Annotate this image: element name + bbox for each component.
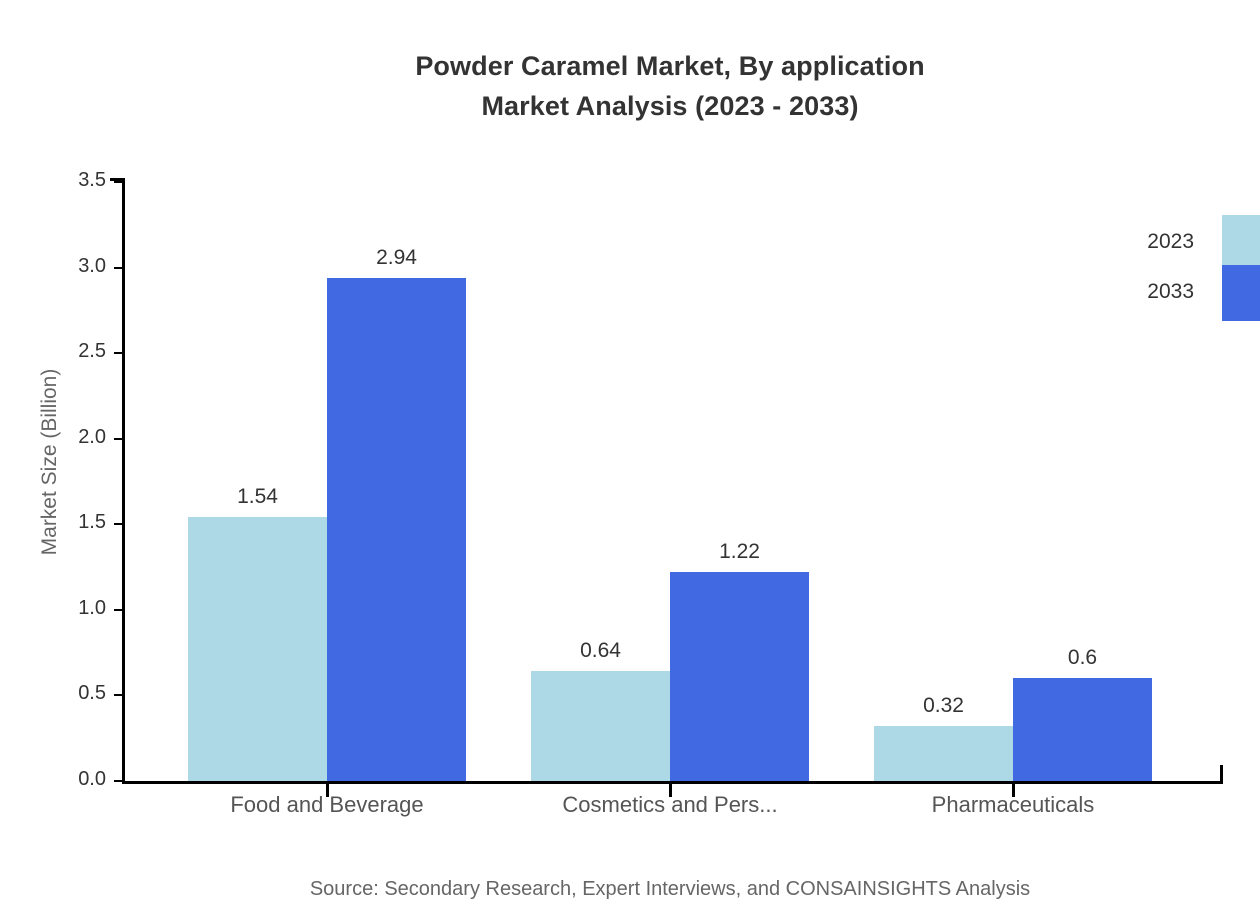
- x-tick-label: Food and Beverage: [230, 792, 424, 817]
- bar-value-label: 0.6: [1067, 646, 1098, 670]
- legend-label-2033: 2033: [1147, 280, 1194, 303]
- bar-2023-3[interactable]: [874, 726, 1013, 781]
- bar-2033-1[interactable]: [327, 277, 466, 781]
- y-tick-label: 2.0: [78, 425, 106, 448]
- y-tick-label: 0.5: [78, 682, 106, 705]
- bar-value-label: 0.64: [580, 639, 621, 663]
- bar-2033-3[interactable]: [1013, 678, 1152, 781]
- legend-label-2023: 2023: [1147, 230, 1194, 253]
- y-axis-line: [122, 181, 125, 784]
- x-axis-end-cap: [1220, 765, 1223, 784]
- bar-2023-2[interactable]: [531, 671, 670, 781]
- bar-value-label: 1.54: [237, 485, 278, 509]
- chart-title-line-2: Market Analysis (2023 - 2033): [481, 91, 859, 121]
- y-axis-label: Market Size (Billion): [38, 368, 61, 556]
- x-axis-line: [122, 781, 1223, 784]
- bar-value-label: 2.94: [376, 245, 417, 269]
- bar-2033-2[interactable]: [670, 572, 809, 781]
- y-tick-mark: [114, 352, 125, 355]
- chart-title-line-1: Powder Caramel Market, By application: [415, 51, 925, 81]
- y-tick-label: 1.0: [78, 596, 106, 619]
- x-tick-mark: [1012, 784, 1015, 797]
- y-tick-mark: [114, 780, 125, 782]
- x-tick-label: Pharmaceuticals: [931, 792, 1095, 817]
- bar-value-label: 1.22: [719, 540, 760, 564]
- y-axis-top-cap: [110, 178, 125, 181]
- y-tick-label: 1.5: [78, 511, 106, 534]
- source-note: Source: Secondary Research, Expert Inter…: [309, 878, 1031, 900]
- legend-item-2023[interactable]: 2023: [0, 215, 1260, 271]
- y-tick-mark: [114, 608, 125, 611]
- legend-item-2033[interactable]: 2033: [0, 265, 1260, 321]
- y-tick-label: 2.5: [78, 340, 106, 363]
- chart-title: Powder Caramel Market, By application Ma…: [0, 46, 1260, 126]
- y-tick-mark: [114, 266, 125, 269]
- y-tick-label: 3.5: [78, 169, 106, 191]
- bar-2023-1[interactable]: [188, 517, 327, 781]
- x-tick-mark: [326, 784, 329, 797]
- y-tick-label: 3.0: [78, 254, 106, 277]
- bar-value-label: 0.32: [923, 694, 964, 718]
- x-tick-label: Cosmetics and Pers...: [562, 792, 778, 817]
- legend-swatch-2023: [1222, 215, 1260, 271]
- y-tick-mark: [114, 523, 125, 526]
- y-tick-mark: [114, 437, 125, 440]
- y-tick-mark: [114, 694, 125, 697]
- legend-swatch-2033: [1222, 265, 1260, 321]
- x-tick-mark: [669, 784, 672, 797]
- y-tick-label: 0.0: [78, 768, 106, 790]
- y-tick-mark: [114, 181, 125, 183]
